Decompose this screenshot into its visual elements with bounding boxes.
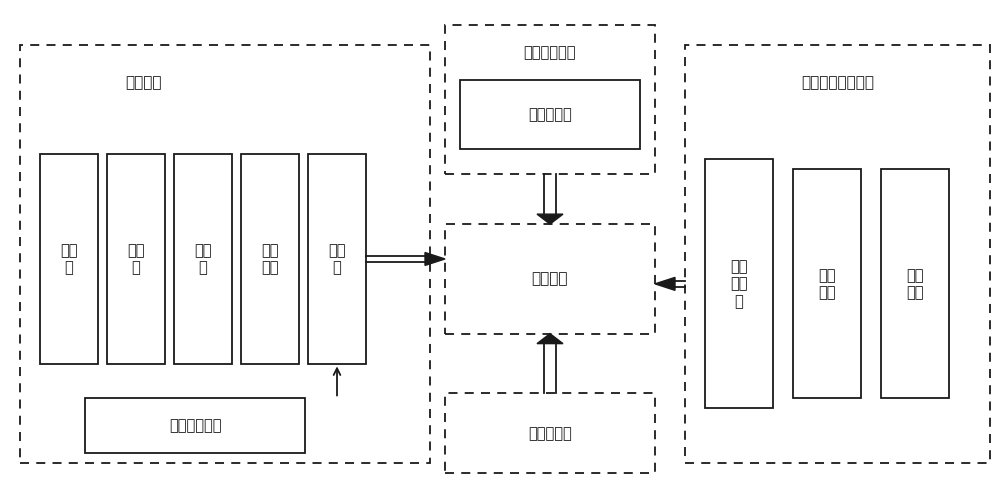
Bar	[685, 45, 990, 463]
Polygon shape	[537, 334, 563, 344]
Polygon shape	[425, 252, 445, 265]
Text: 滚珠
丝杆: 滚珠 丝杆	[818, 267, 836, 300]
Text: 药液
箱: 药液 箱	[60, 243, 78, 275]
Bar	[460, 80, 640, 149]
Text: 同步
带模
组: 同步 带模 组	[730, 259, 748, 309]
Text: 电磁
阀: 电磁 阀	[194, 243, 212, 275]
Bar	[445, 25, 655, 174]
Bar	[705, 159, 773, 408]
Text: 喷雾模块: 喷雾模块	[125, 75, 161, 90]
Bar	[308, 154, 366, 364]
Bar	[241, 154, 299, 364]
Polygon shape	[537, 214, 563, 224]
Polygon shape	[655, 277, 675, 290]
Text: 电动
推杆: 电动 推杆	[906, 267, 924, 300]
Text: 喷架高度调节模块: 喷架高度调节模块	[801, 75, 874, 90]
Text: 作物探测模块: 作物探测模块	[524, 45, 576, 60]
Text: 喷头调节装置: 喷头调节装置	[169, 418, 221, 433]
Bar	[445, 393, 655, 473]
Text: 控制模块: 控制模块	[532, 271, 568, 286]
Bar	[881, 169, 949, 398]
Text: 超声传感器: 超声传感器	[528, 107, 572, 122]
Text: 喷头
组: 喷头 组	[328, 243, 346, 275]
Text: 车速传感器: 车速传感器	[528, 426, 572, 441]
Bar	[793, 169, 861, 398]
Bar	[445, 224, 655, 334]
Bar	[20, 45, 430, 463]
Bar	[40, 154, 98, 364]
Text: 药液
管路: 药液 管路	[261, 243, 279, 275]
Bar	[107, 154, 165, 364]
Bar	[174, 154, 232, 364]
Text: 隔膜
泵: 隔膜 泵	[127, 243, 145, 275]
Bar	[85, 398, 305, 453]
